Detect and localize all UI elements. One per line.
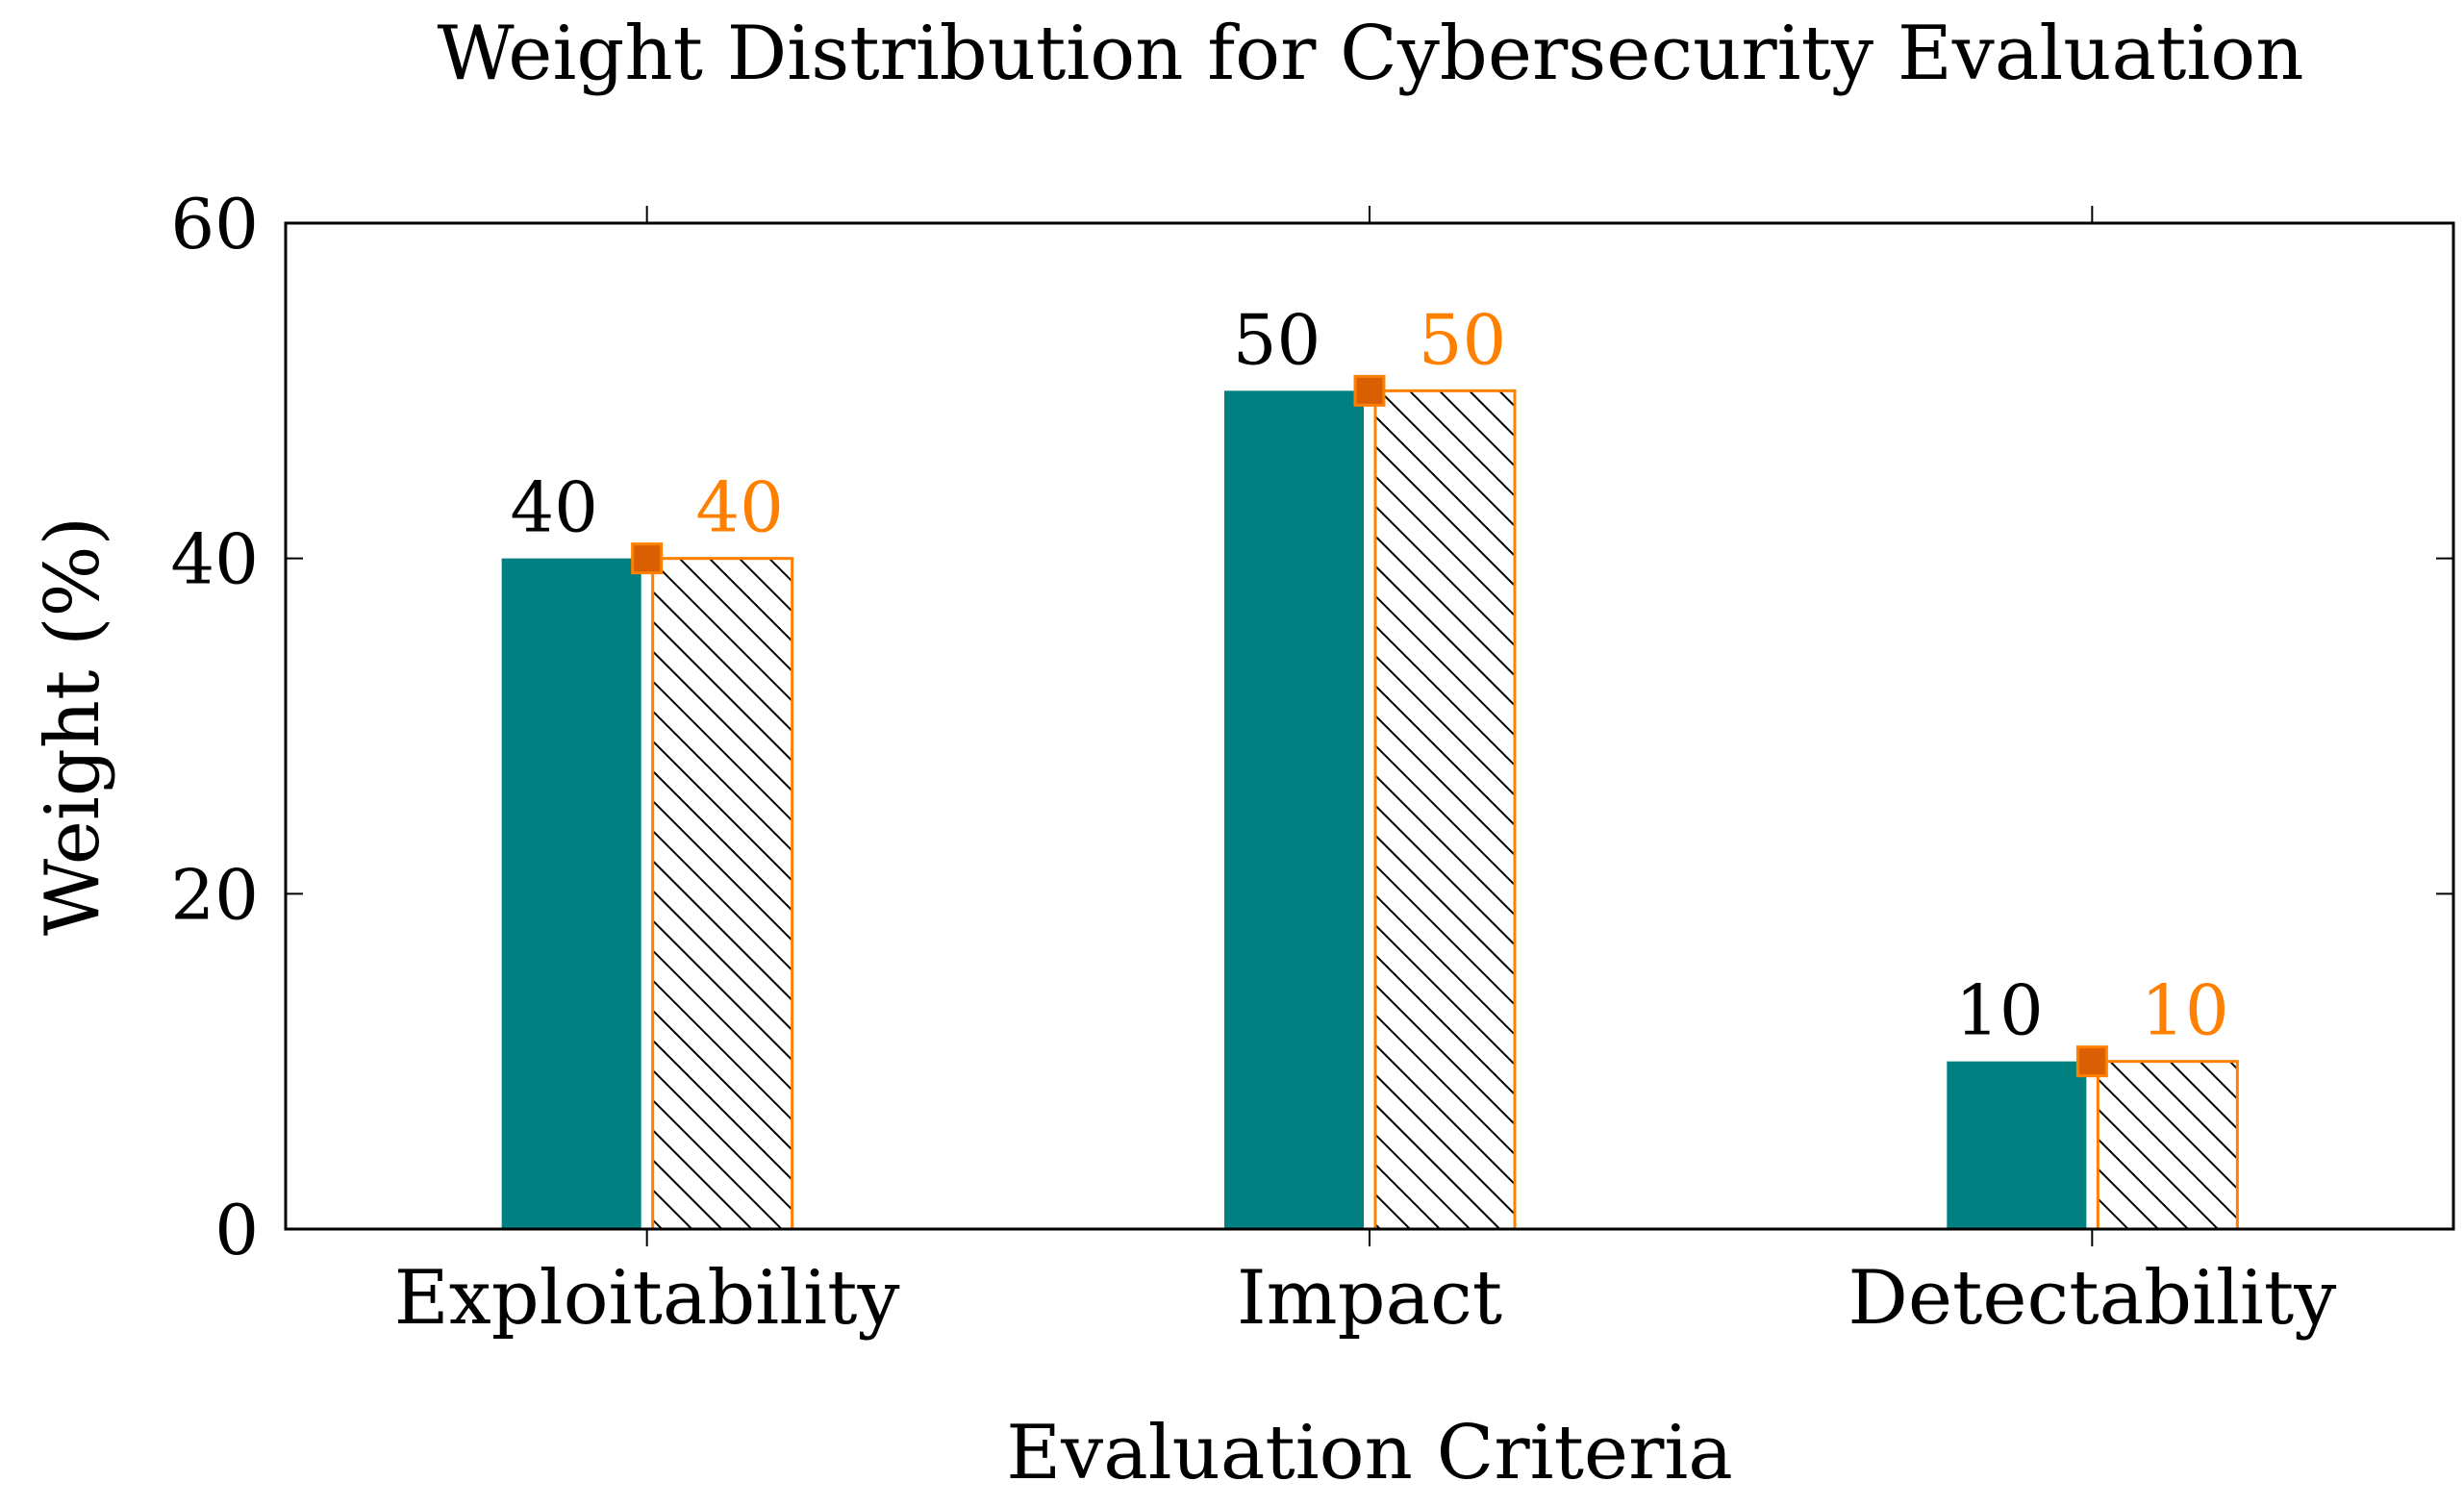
data-labels-layer: 40 40 50 50 10 10 [510,299,2228,1050]
y-axis-label: Weight (%) [30,516,116,936]
bar-hatched-detectability [2096,1060,2239,1231]
data-label-hatched: 10 [2141,970,2229,1051]
data-label-solid: 40 [510,467,598,548]
square-marker-impact [1353,374,1386,407]
square-marker-exploitability [631,542,664,575]
bar-hatched-impact [1373,389,1517,1231]
bar-hatched-exploitability [651,557,794,1231]
data-label-hatched: 40 [695,467,784,548]
y-tick-label: 20 [170,854,259,935]
ticks-layer: 0 20 40 60 Exploitability Impact Detectability [170,184,2453,1342]
x-tick-label: Exploitability [394,1255,900,1342]
bar-solid-impact [1224,390,1364,1229]
y-tick-label: 40 [170,519,259,600]
chart-title: Weight Distribution for Cybersecurity Ev… [437,11,2303,97]
x-tick-label: Impact [1237,1255,1502,1342]
bar-solid-exploitability [501,558,641,1229]
markers-layer [631,374,2108,1078]
bar-solid-detectability [1947,1061,2087,1229]
square-marker-detectability [2075,1045,2108,1078]
data-label-hatched: 50 [1419,299,1507,380]
y-tick-label: 0 [214,1190,259,1270]
x-tick-label: Detectability [1848,1255,2336,1342]
x-axis-label: Evaluation Criteria [1006,1410,1733,1496]
bars-layer [501,389,2239,1231]
data-label-solid: 50 [1233,299,1321,380]
data-label-solid: 10 [1955,970,2044,1051]
y-tick-label: 60 [170,184,259,264]
